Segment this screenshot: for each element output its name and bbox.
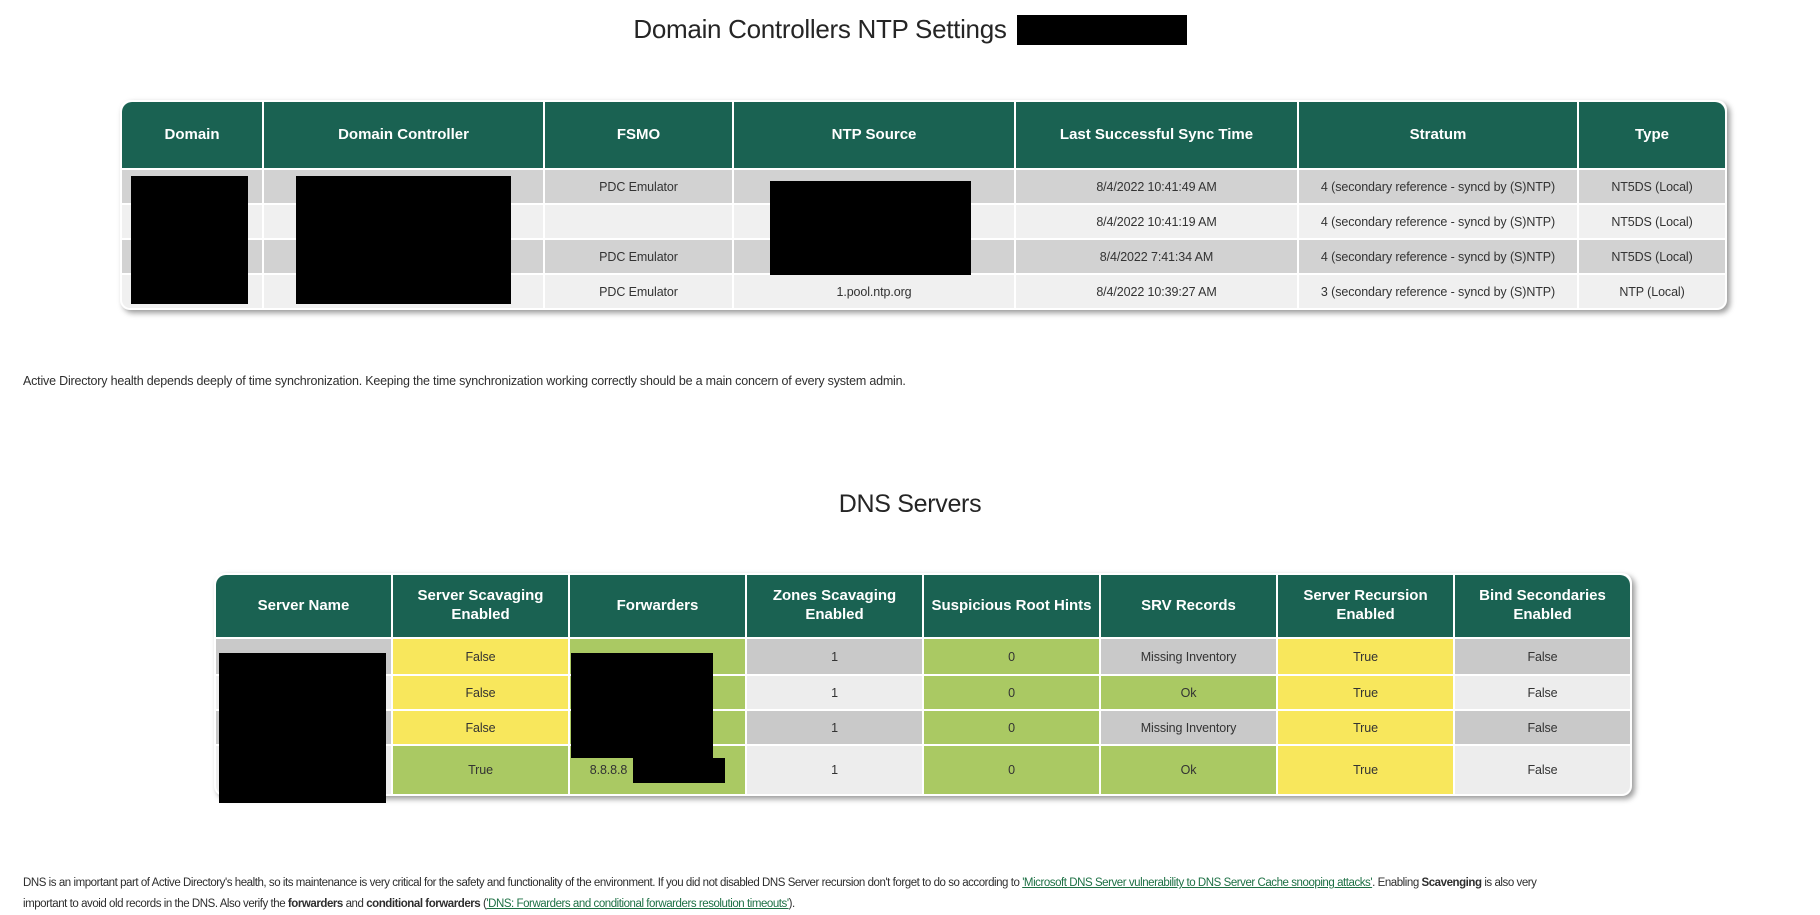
dns-title-text: DNS Servers [838, 490, 982, 518]
cell-type: NTP (Local) [1579, 275, 1725, 308]
cell-scavenging: False [393, 676, 568, 709]
ntp-table-section: Domain Domain Controller FSMO NTP Source… [120, 100, 1727, 310]
cell-recursion: True [1278, 711, 1453, 744]
note-text: forwarders [287, 898, 343, 910]
cell-sync-time: 8/4/2022 7:41:34 AM [1016, 240, 1297, 273]
cell-bind-secondaries: False [1455, 676, 1630, 709]
cell-stratum: 3 (secondary reference - syncd by (S)NTP… [1299, 275, 1577, 308]
dns-table: Server Name Server Scavaging Enabled For… [214, 573, 1632, 796]
cell-srv-records: Ok [1101, 746, 1276, 794]
column-header-recursion: Server Recursion Enabled [1278, 575, 1453, 637]
cell-root-hints: 0 [924, 639, 1099, 674]
redaction-box [770, 181, 971, 275]
table-row: False 1 0 Missing Inventory True False [216, 711, 1630, 744]
redaction-box [1016, 14, 1187, 45]
note-link[interactable]: 'Microsoft DNS Server vulnerability to D… [1022, 877, 1373, 889]
cell-srv-records: Missing Inventory [1101, 639, 1276, 674]
cell-fsmo [545, 205, 732, 238]
cell-type: NT5DS (Local) [1579, 170, 1725, 203]
cell-root-hints: 0 [924, 711, 1099, 744]
cell-bind-secondaries: False [1455, 746, 1630, 794]
cell-sync-time: 8/4/2022 10:41:49 AM [1016, 170, 1297, 203]
cell-zones: 1 [747, 746, 922, 794]
redaction-box [131, 176, 248, 304]
note-text: important to avoid old records in the DN… [23, 898, 288, 910]
redaction-box [633, 757, 726, 783]
column-header-stratum: Stratum [1299, 102, 1577, 168]
note-text: ( [480, 898, 487, 910]
note-link[interactable]: 'DNS: Forwarders and conditional forward… [486, 898, 789, 910]
table-row: True 8.8.8.8 1 0 Ok True False [216, 746, 1630, 794]
note-text: is also very [1481, 877, 1537, 889]
column-header-server-name: Server Name [216, 575, 391, 637]
cell-type: NT5DS (Local) [1579, 240, 1725, 273]
cell-stratum: 4 (secondary reference - syncd by (S)NTP… [1299, 240, 1577, 273]
redaction-box [219, 653, 386, 803]
cell-type: NT5DS (Local) [1579, 205, 1725, 238]
column-header-domain-controller: Domain Controller [264, 102, 543, 168]
cell-recursion: True [1278, 746, 1453, 794]
cell-root-hints: 0 [924, 676, 1099, 709]
cell-srv-records: Ok [1101, 676, 1276, 709]
ntp-note: Active Directory health depends deeply o… [23, 374, 906, 388]
column-header-srv-records: SRV Records [1101, 575, 1276, 637]
cell-bind-secondaries: False [1455, 639, 1630, 674]
cell-stratum: 4 (secondary reference - syncd by (S)NTP… [1299, 205, 1577, 238]
ntp-section-title: Domain Controllers NTP Settings [0, 14, 1820, 45]
cell-fsmo: PDC Emulator [545, 170, 732, 203]
column-header-zones-scavaging: Zones Scavaging Enabled [747, 575, 922, 637]
note-text: Scavenging [1421, 877, 1483, 889]
cell-fsmo: PDC Emulator [545, 240, 732, 273]
cell-zones: 1 [747, 711, 922, 744]
cell-root-hints: 0 [924, 746, 1099, 794]
ntp-header-row: Domain Domain Controller FSMO NTP Source… [122, 102, 1725, 168]
cell-recursion: True [1278, 676, 1453, 709]
cell-scavenging: False [393, 711, 568, 744]
table-row: False 1 0 Missing Inventory True False [216, 639, 1630, 674]
cell-zones: 1 [747, 676, 922, 709]
cell-scavenging: False [393, 639, 568, 674]
cell-zones: 1 [747, 639, 922, 674]
column-header-forwarders: Forwarders [570, 575, 745, 637]
dns-header-row: Server Name Server Scavaging Enabled For… [216, 575, 1630, 637]
note-text: ). [788, 898, 796, 910]
cell-srv-records: Missing Inventory [1101, 711, 1276, 744]
cell-scavenging: True [393, 746, 568, 794]
dns-note: DNS is an important part of Active Direc… [23, 873, 1537, 915]
column-header-fsmo: FSMO [545, 102, 732, 168]
cell-sync-time: 8/4/2022 10:39:27 AM [1016, 275, 1297, 308]
note-text: DNS is an important part of Active Direc… [23, 877, 1023, 889]
column-header-type: Type [1579, 102, 1725, 168]
redaction-box [296, 176, 511, 304]
column-header-sync-time: Last Successful Sync Time [1016, 102, 1297, 168]
dns-section-title: DNS Servers [0, 490, 1820, 519]
ntp-title-text: Domain Controllers NTP Settings [633, 14, 1007, 44]
column-header-root-hints: Suspicious Root Hints [924, 575, 1099, 637]
column-header-server-scavaging: Server Scavaging Enabled [393, 575, 568, 637]
redaction-box [571, 653, 713, 758]
dns-table-section: Server Name Server Scavaging Enabled For… [214, 573, 1632, 803]
note-text: and [342, 898, 367, 910]
cell-fsmo: PDC Emulator [545, 275, 732, 308]
cell-stratum: 4 (secondary reference - syncd by (S)NTP… [1299, 170, 1577, 203]
column-header-domain: Domain [122, 102, 262, 168]
cell-recursion: True [1278, 639, 1453, 674]
table-row: False 1 0 Ok True False [216, 676, 1630, 709]
note-text: conditional forwarders [366, 898, 481, 910]
forwarder-ip: 8.8.8.8 [589, 762, 628, 777]
note-text: . Enabling [1372, 877, 1422, 889]
column-header-ntp-source: NTP Source [734, 102, 1014, 168]
cell-sync-time: 8/4/2022 10:41:19 AM [1016, 205, 1297, 238]
column-header-bind-secondaries: Bind Secondaries Enabled [1455, 575, 1630, 637]
cell-bind-secondaries: False [1455, 711, 1630, 744]
cell-ntp-source: 1.pool.ntp.org [734, 275, 1014, 308]
